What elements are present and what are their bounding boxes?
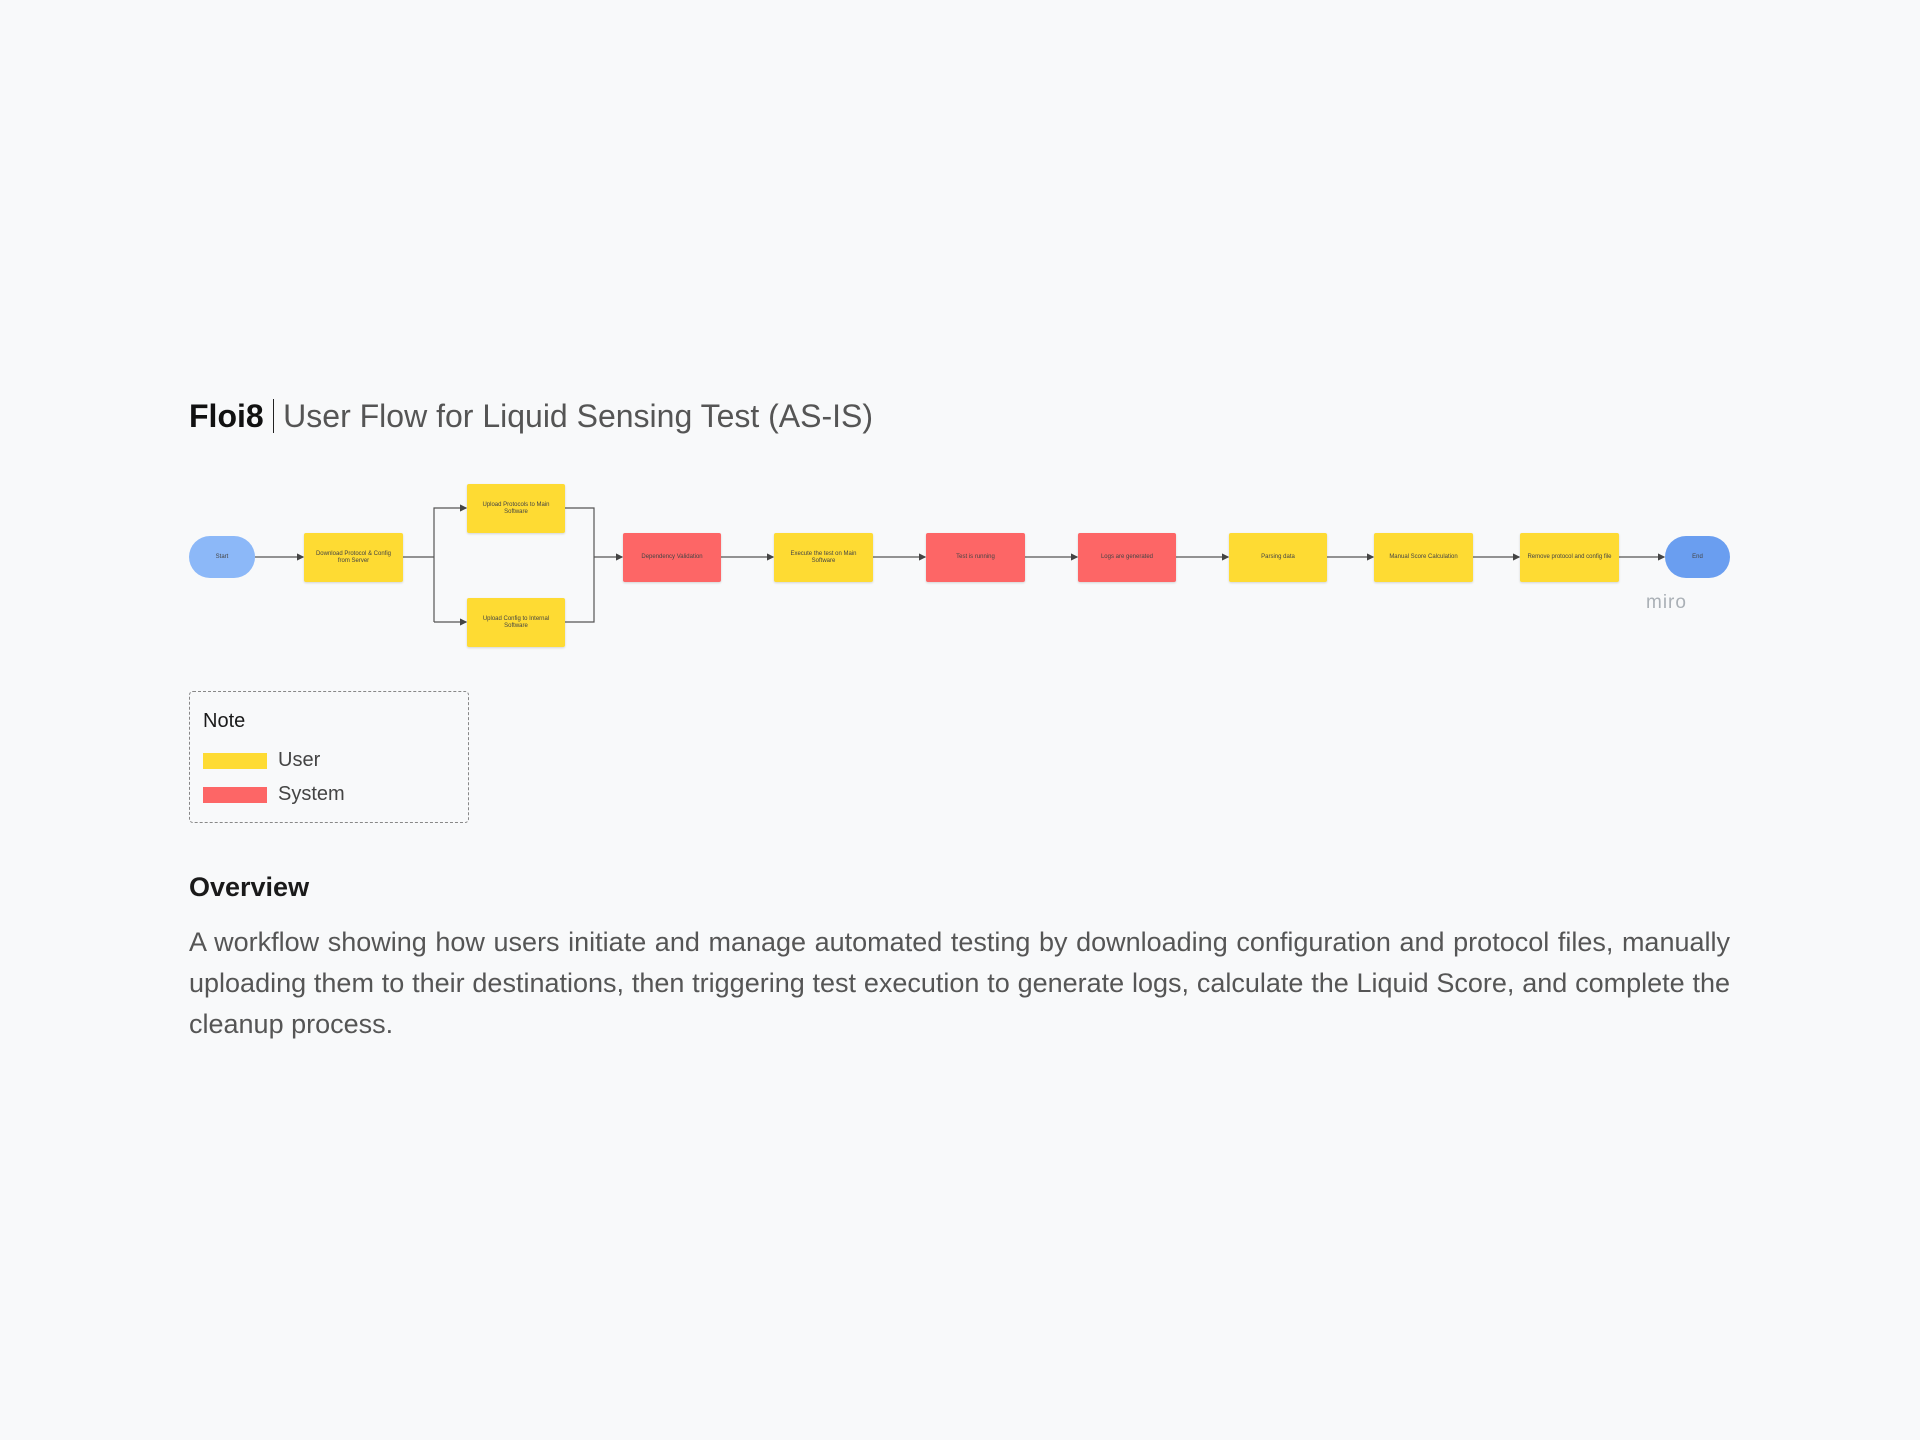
user-step: Execute the test on Main Software (774, 533, 873, 582)
user-step: Download Protocol & Config from Server (304, 533, 403, 582)
system-step: Logs are generated (1078, 533, 1176, 582)
legend-label: User (278, 749, 321, 771)
title-text: User Flow for Liquid Sensing Test (AS-IS… (283, 398, 874, 434)
start-node: Start (189, 536, 255, 578)
user-step: Manual Score Calculation (1374, 533, 1473, 582)
system-step: Dependency Validation (623, 533, 721, 582)
user-step: Parsing data (1229, 533, 1327, 582)
connectors (255, 504, 1666, 626)
brand: Floi8 (189, 398, 264, 434)
overview-heading: Overview (189, 872, 310, 902)
legend: Note User System (189, 691, 469, 823)
legend-swatch (203, 787, 267, 803)
legend-title: Note (203, 710, 246, 732)
system-step: Test is running (926, 533, 1025, 582)
user-step: Upload Config to Internal Software (467, 598, 565, 647)
title: Floi8 User Flow for Liquid Sensing Test (… (189, 398, 873, 435)
end-node: End (1665, 536, 1730, 578)
legend-swatch (203, 753, 267, 769)
watermark: miro (1646, 592, 1687, 613)
legend-label: System (278, 783, 345, 805)
user-step: Remove protocol and config file (1520, 533, 1619, 582)
user-step: Upload Protocols to Main Software (467, 484, 565, 533)
overview-text: A workflow showing how users initiate an… (189, 927, 1730, 1039)
